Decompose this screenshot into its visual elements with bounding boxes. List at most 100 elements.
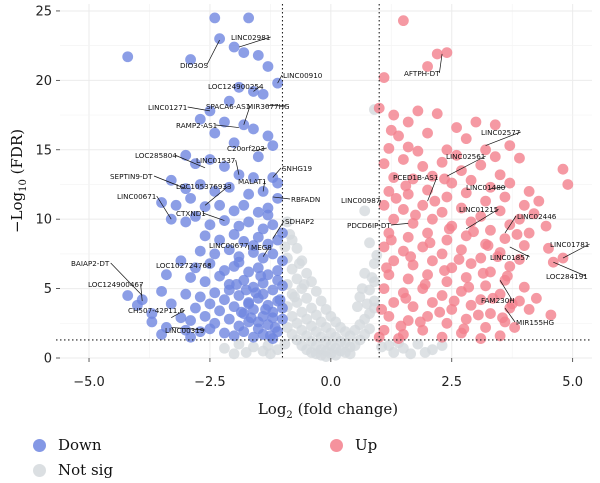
label-leader-line bbox=[153, 175, 186, 189]
point-up bbox=[378, 199, 390, 211]
gene-label: DIO3OS bbox=[180, 61, 209, 70]
point-down bbox=[248, 123, 259, 135]
point-up bbox=[393, 333, 404, 344]
point-up bbox=[485, 224, 496, 236]
point-down bbox=[248, 331, 259, 343]
point-down bbox=[272, 177, 284, 189]
point-up bbox=[489, 151, 501, 163]
point-not-sig bbox=[356, 283, 368, 294]
label-leader-line bbox=[174, 154, 206, 169]
point-down bbox=[223, 181, 235, 193]
point-up bbox=[434, 306, 446, 318]
point-up bbox=[417, 324, 429, 336]
point-not-sig bbox=[436, 340, 448, 351]
point-down bbox=[260, 304, 271, 315]
x-tick-label: 5.0 bbox=[562, 375, 583, 390]
y-tick-label: 25 bbox=[35, 4, 52, 19]
point-down bbox=[257, 252, 269, 264]
point-up bbox=[422, 127, 433, 139]
point-down bbox=[248, 172, 259, 183]
point-not-sig bbox=[330, 349, 342, 361]
label-leader-line bbox=[156, 195, 172, 220]
y-tick-label: 15 bbox=[35, 143, 52, 158]
point-up bbox=[412, 105, 424, 117]
point-down bbox=[238, 235, 250, 247]
label-leader-line bbox=[439, 53, 443, 74]
point-up bbox=[397, 204, 409, 215]
point-up bbox=[514, 152, 525, 164]
point-down bbox=[122, 51, 134, 63]
point-down bbox=[219, 327, 230, 339]
y-tick-label: 0 bbox=[44, 352, 52, 367]
point-up bbox=[407, 301, 419, 313]
point-up bbox=[494, 205, 506, 217]
point-down bbox=[252, 231, 264, 243]
point-up bbox=[506, 298, 518, 310]
gene-label: LINC01271 bbox=[148, 103, 187, 112]
point-not-sig bbox=[264, 348, 276, 360]
label-leader-line bbox=[253, 85, 261, 92]
label-leader-line bbox=[253, 147, 267, 152]
point-up bbox=[400, 180, 412, 192]
point-up bbox=[441, 317, 453, 329]
point-up bbox=[468, 226, 479, 238]
point-up bbox=[530, 292, 542, 304]
point-down bbox=[180, 216, 192, 228]
point-down bbox=[209, 248, 221, 260]
label-leader-line bbox=[140, 283, 143, 302]
point-down bbox=[209, 186, 221, 197]
label-leader-line bbox=[171, 327, 205, 331]
point-up bbox=[480, 195, 491, 207]
label-leader-line bbox=[504, 307, 516, 323]
point-down bbox=[248, 240, 259, 251]
point-up bbox=[422, 184, 433, 196]
point-down bbox=[255, 270, 267, 282]
point-down bbox=[219, 294, 230, 306]
point-down bbox=[185, 315, 196, 326]
point-up bbox=[480, 144, 491, 156]
label-leader-line bbox=[277, 74, 283, 84]
point-not-sig bbox=[298, 279, 310, 290]
point-up bbox=[451, 122, 462, 133]
gene-label: LOC285804 bbox=[135, 151, 177, 160]
gene-label: CTXND1 bbox=[176, 209, 206, 218]
point-not-sig bbox=[371, 249, 383, 261]
point-up bbox=[400, 292, 412, 304]
point-down bbox=[175, 255, 187, 267]
label-leader-line bbox=[485, 131, 521, 146]
point-down bbox=[180, 288, 192, 300]
point-down bbox=[209, 287, 221, 299]
label-leader-line bbox=[238, 36, 271, 48]
label-leader-line bbox=[390, 222, 409, 226]
point-up bbox=[497, 312, 508, 324]
label-leader-line bbox=[262, 180, 266, 192]
point-down bbox=[243, 216, 255, 228]
gene-label: C20orf203 bbox=[227, 144, 265, 153]
point-up bbox=[460, 187, 472, 199]
point-up bbox=[456, 165, 467, 176]
label-leader-line bbox=[378, 199, 382, 206]
x-tick-label: −2.5 bbox=[194, 375, 226, 390]
point-up bbox=[427, 213, 438, 225]
point-down bbox=[264, 330, 276, 342]
point-up bbox=[410, 209, 421, 221]
point-down bbox=[252, 49, 264, 61]
point-down bbox=[156, 329, 167, 340]
label-leader-line bbox=[267, 104, 287, 107]
point-not-sig bbox=[361, 298, 373, 310]
gene-label: MIR3677HG bbox=[247, 102, 290, 111]
gene-label: LINC02561 bbox=[446, 152, 485, 161]
point-up bbox=[441, 276, 453, 288]
point-not-sig bbox=[315, 295, 327, 307]
gene-label: CH507-42P11.6 bbox=[128, 306, 185, 315]
point-up bbox=[499, 191, 511, 203]
gene-label: MEG8 bbox=[251, 243, 272, 252]
point-not-sig bbox=[412, 338, 424, 350]
point-up bbox=[402, 273, 414, 285]
gene-label: LOC105376933 bbox=[176, 182, 232, 191]
label-leader-line bbox=[499, 280, 513, 301]
point-down bbox=[223, 313, 235, 325]
y-tick-label: 10 bbox=[35, 213, 52, 228]
point-down bbox=[228, 137, 240, 149]
